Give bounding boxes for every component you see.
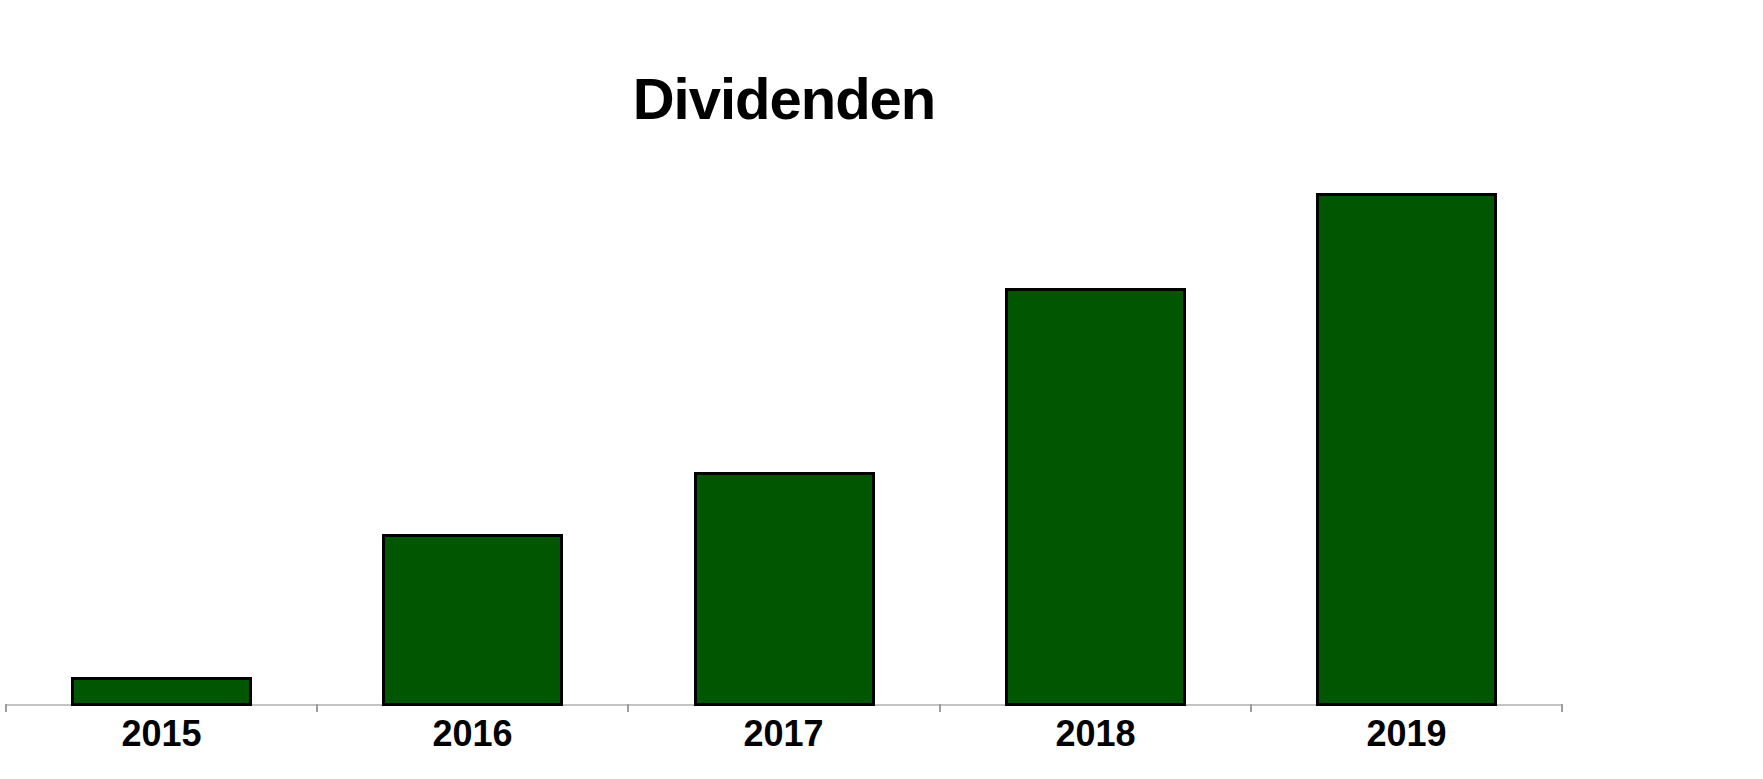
chart-canvas: Dividenden 20152016201720182019 xyxy=(0,0,1763,779)
x-axis-label-2018: 2018 xyxy=(940,712,1251,756)
bar-2016 xyxy=(382,534,563,706)
x-axis-tick xyxy=(1250,704,1252,712)
x-axis-tick xyxy=(316,704,318,712)
x-axis-tick xyxy=(627,704,629,712)
bar-2019 xyxy=(1316,193,1497,706)
x-axis-label-2016: 2016 xyxy=(317,712,628,756)
x-axis-tick xyxy=(1561,704,1563,712)
x-axis-label-2019: 2019 xyxy=(1251,712,1562,756)
bar-2018 xyxy=(1005,288,1186,706)
x-axis-label-2015: 2015 xyxy=(6,712,317,756)
x-axis-label-2017: 2017 xyxy=(628,712,939,756)
plot-area: 20152016201720182019 xyxy=(0,0,1763,779)
x-axis-tick xyxy=(939,704,941,712)
x-axis-tick xyxy=(5,704,7,712)
bar-2017 xyxy=(694,472,875,706)
bar-2015 xyxy=(71,677,252,706)
